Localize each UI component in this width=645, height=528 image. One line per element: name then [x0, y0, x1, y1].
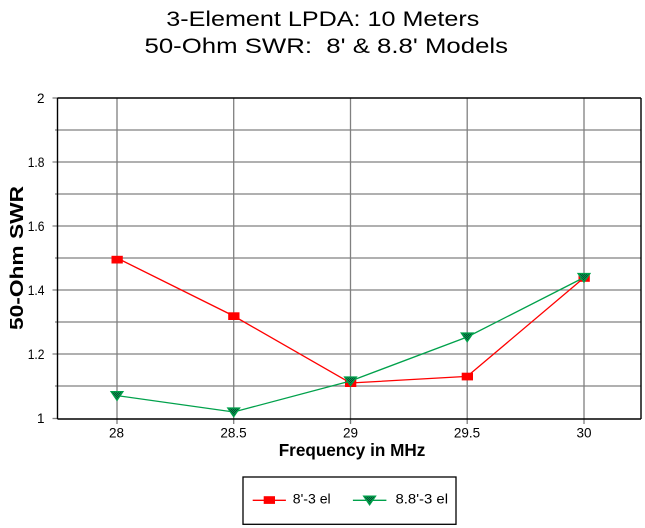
svg-text:1: 1: [37, 411, 45, 426]
svg-text:28.5: 28.5: [220, 426, 246, 441]
svg-text:29.5: 29.5: [454, 426, 480, 441]
svg-text:1.8: 1.8: [28, 155, 45, 170]
svg-text:8'-3 el: 8'-3 el: [293, 492, 331, 507]
svg-text:3-Element LPDA: 10 Meters: 3-Element LPDA: 10 Meters: [166, 7, 479, 31]
svg-text:50-Ohm SWR: 8' & 8.8' Models: 50-Ohm SWR: 8' & 8.8' Models: [145, 34, 509, 58]
svg-text:28: 28: [109, 426, 124, 441]
svg-text:1.4: 1.4: [28, 283, 45, 298]
svg-text:30: 30: [576, 426, 591, 441]
svg-text:1.6: 1.6: [28, 219, 45, 234]
svg-text:8.8'-3 el: 8.8'-3 el: [396, 492, 449, 507]
svg-text:2: 2: [37, 91, 45, 106]
svg-text:Frequency in MHz: Frequency in MHz: [279, 440, 426, 460]
svg-text:29: 29: [343, 426, 358, 441]
svg-text:50-Ohm SWR: 50-Ohm SWR: [6, 186, 27, 330]
svg-text:1.2: 1.2: [28, 347, 45, 362]
